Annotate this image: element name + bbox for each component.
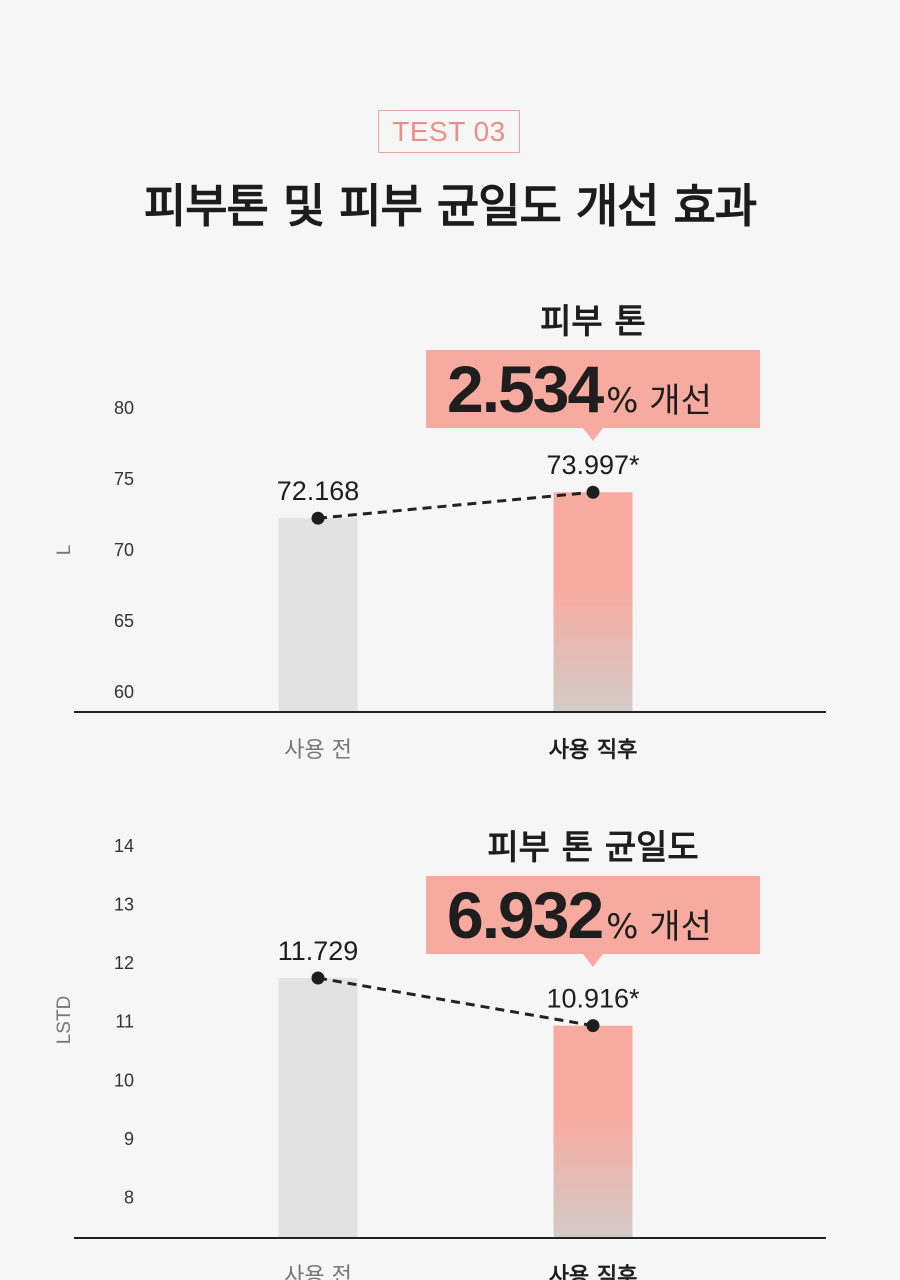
bar-after — [553, 492, 633, 712]
value-label: 72.168 — [277, 476, 360, 506]
x-category-label: 사용 직후 — [549, 1264, 638, 1280]
y-tick-label: 14 — [114, 836, 134, 856]
callout-title: 피부 톤 균일도 — [487, 828, 698, 868]
callout-value: 6.932 — [447, 878, 602, 952]
y-tick-label: 12 — [114, 953, 134, 973]
value-label: 73.997* — [546, 450, 640, 480]
value-label: 11.729 — [278, 936, 359, 966]
trend-line — [317, 490, 594, 520]
callout-pointer — [583, 428, 603, 441]
y-axis-title: LSTD — [54, 996, 75, 1045]
test-badge: TEST 03 — [378, 110, 520, 153]
data-point — [311, 511, 325, 525]
y-tick-label: 13 — [114, 895, 134, 915]
skin-tone-chart: L 60 65 70 75 80 사용 전 사용 직후 72.168 73.997* 피부 톤 2.5… — [54, 302, 826, 760]
y-tick-label: 65 — [114, 611, 134, 631]
page-title: 피부톤 및 피부 균일도 개선 효과 — [143, 179, 757, 233]
x-category-label: 사용 전 — [284, 1264, 352, 1280]
skin-uniformity-chart: LSTD 8 9 10 11 12 13 14 사용 전 사용 직후 11.729 10.916* 피부… — [54, 828, 826, 1280]
callout-box — [426, 350, 760, 428]
y-axis-title: L — [54, 545, 75, 556]
x-category-label: 사용 전 — [284, 738, 352, 760]
data-point — [586, 485, 600, 499]
data-point — [311, 971, 325, 985]
callout-suffix: % 개선 — [606, 907, 712, 947]
callout-box — [426, 876, 760, 954]
bar-before — [278, 978, 358, 1238]
y-tick-label: 75 — [114, 469, 134, 489]
bar-before — [278, 518, 358, 712]
y-tick-label: 60 — [114, 682, 134, 702]
y-tick-label: 11 — [115, 1012, 134, 1032]
y-tick-label: 70 — [114, 540, 134, 560]
x-category-label: 사용 직후 — [549, 738, 638, 760]
callout-text: 2.534% 개선 — [447, 352, 712, 426]
y-tick-label: 10 — [114, 1070, 134, 1090]
value-label: 10.916* — [546, 984, 640, 1014]
bar-after — [553, 1025, 633, 1238]
data-point — [586, 1019, 600, 1033]
callout-value: 2.534 — [447, 352, 604, 426]
callout-suffix: % 개선 — [606, 381, 712, 421]
trend-line — [317, 976, 594, 1028]
y-tick-label: 80 — [114, 398, 134, 418]
y-tick-label: 9 — [124, 1129, 134, 1149]
callout-pointer — [583, 954, 603, 967]
callout-title: 피부 톤 — [540, 302, 646, 342]
y-tick-label: 8 — [124, 1187, 134, 1207]
callout-text: 6.932% 개선 — [447, 878, 712, 952]
